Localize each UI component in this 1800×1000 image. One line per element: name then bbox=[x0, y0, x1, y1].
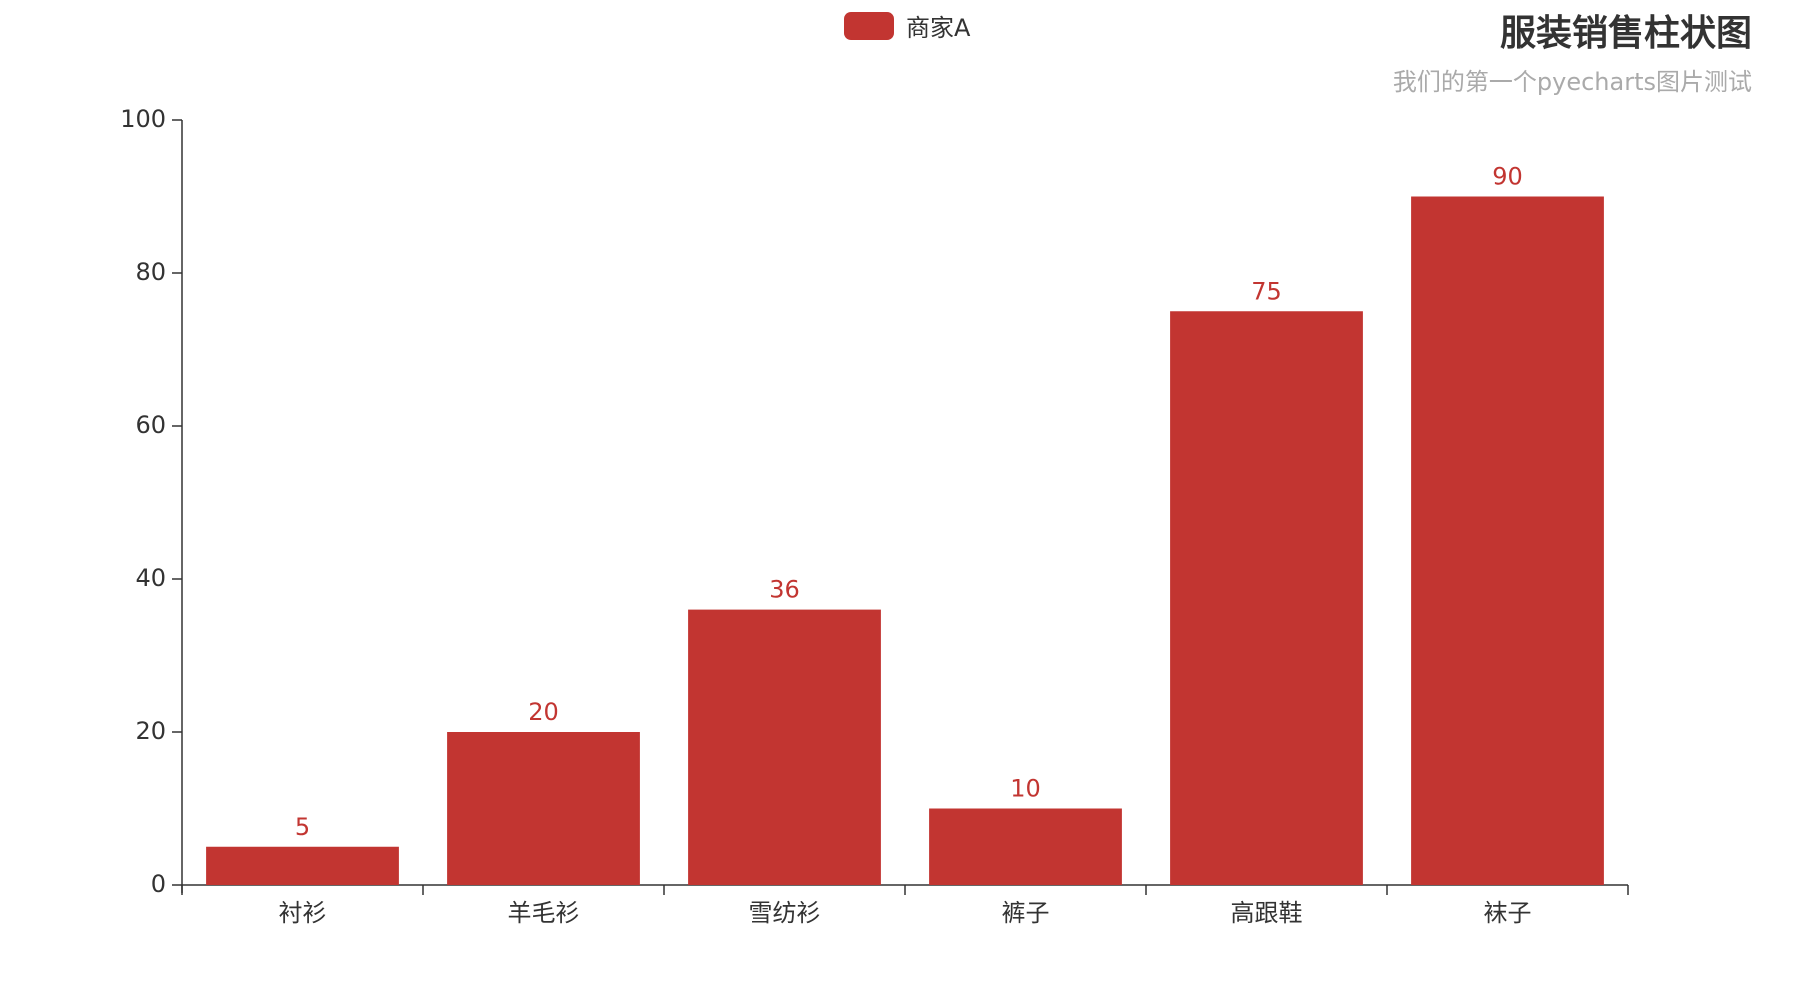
chart-subtitle: 我们的第一个pyecharts图片测试 bbox=[1392, 68, 1752, 96]
bar-value-label: 36 bbox=[769, 576, 800, 604]
bar bbox=[929, 808, 1122, 885]
legend-label: 商家A bbox=[906, 14, 971, 42]
bar bbox=[1411, 196, 1604, 885]
bar bbox=[1170, 311, 1363, 885]
bar-value-label: 75 bbox=[1251, 277, 1282, 305]
x-tick-label: 雪纺衫 bbox=[749, 899, 821, 927]
bar-value-label: 90 bbox=[1492, 163, 1523, 191]
y-tick-label: 0 bbox=[151, 870, 166, 898]
x-tick-label: 衬衫 bbox=[279, 899, 327, 927]
bar-value-label: 10 bbox=[1010, 775, 1041, 803]
x-tick-label: 裤子 bbox=[1002, 899, 1050, 927]
bar bbox=[447, 732, 640, 885]
x-tick-label: 高跟鞋 bbox=[1231, 899, 1303, 927]
y-tick-label: 60 bbox=[135, 411, 166, 439]
y-tick-label: 20 bbox=[135, 717, 166, 745]
chart-title: 服装销售柱状图 bbox=[1499, 13, 1752, 54]
x-tick-label: 袜子 bbox=[1484, 899, 1532, 927]
bar bbox=[206, 846, 399, 885]
y-tick-label: 40 bbox=[135, 564, 166, 592]
legend-swatch bbox=[844, 11, 894, 40]
bar bbox=[688, 609, 881, 885]
y-tick-label: 80 bbox=[135, 258, 166, 286]
y-tick-label: 100 bbox=[120, 105, 166, 133]
bar-value-label: 20 bbox=[528, 698, 559, 726]
x-tick-label: 羊毛衫 bbox=[508, 899, 580, 927]
bar-value-label: 5 bbox=[295, 813, 310, 841]
legend[interactable]: 商家A bbox=[844, 8, 970, 43]
